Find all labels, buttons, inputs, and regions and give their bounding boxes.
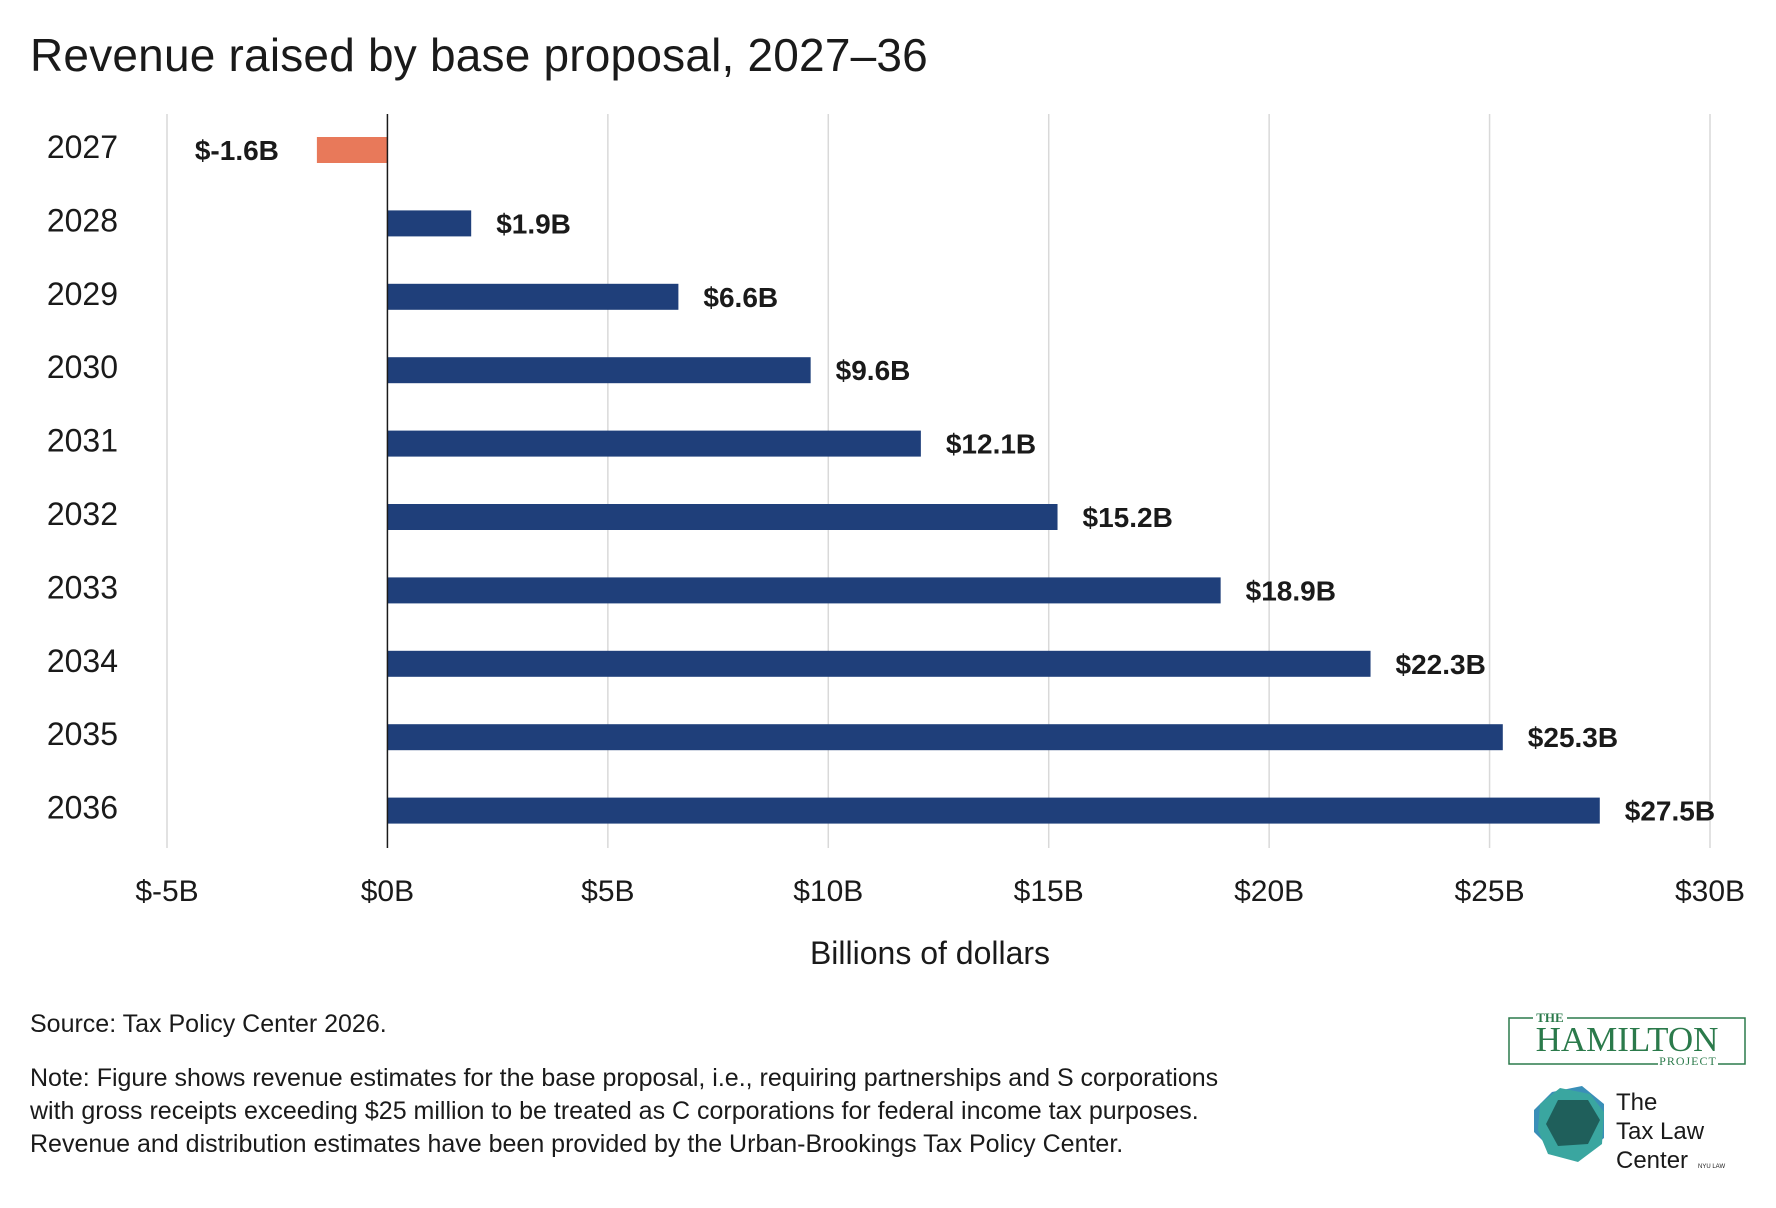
y-tick-label: 2031	[47, 423, 118, 459]
x-axis-label: Billions of dollars	[810, 935, 1050, 971]
x-tick-label: $-5B	[135, 875, 198, 908]
y-tick-label: 2029	[47, 276, 118, 312]
hamilton-logo-mask-top	[1533, 1010, 1567, 1024]
tlc-hexagon-front-icon	[1546, 1100, 1600, 1146]
bar	[387, 504, 1058, 530]
x-tick-label: $10B	[793, 875, 863, 908]
hamilton-logo-frame	[1508, 1017, 1746, 1065]
tlc-line-1: The	[1616, 1089, 1657, 1116]
y-tick-label: 2028	[47, 202, 118, 238]
data-label: $1.9B	[496, 208, 571, 239]
bar	[387, 724, 1503, 751]
x-tick-label: $15B	[1014, 875, 1084, 908]
hamilton-logo-mask-bottom	[1658, 1056, 1718, 1066]
note-line: Revenue and distribution estimates have …	[30, 1130, 1124, 1158]
labels: $-5B $0B $5B $10B $15B $20B $25B $30B 2027 $-1.6B…	[47, 129, 1745, 971]
data-label: $-1.6B	[195, 135, 279, 166]
x-tick-label: $0B	[361, 875, 414, 908]
bar	[387, 357, 811, 384]
note-line: with gross receipts exceeding $25 millio…	[30, 1097, 1199, 1125]
bar	[387, 430, 921, 457]
chart-title: Revenue raised by base proposal, 2027–36	[30, 29, 928, 81]
hamilton-logo-the: THE	[1536, 1010, 1563, 1025]
x-tick-label: $20B	[1234, 875, 1304, 908]
tlc-line-3: Center	[1616, 1147, 1688, 1174]
bar	[387, 650, 1371, 677]
bar	[387, 577, 1221, 604]
data-label: $27.5B	[1625, 796, 1715, 827]
note-line: Note: Figure shows revenue estimates for…	[30, 1064, 1219, 1092]
hamilton-project-logo: THE HAMILTON PROJECT	[1508, 1010, 1746, 1066]
bar	[387, 283, 679, 310]
tax-law-center-logo: The Tax Law Center NYU LAW	[1534, 1086, 1725, 1174]
data-label: $12.1B	[946, 429, 1036, 460]
y-tick-label: 2036	[47, 790, 118, 826]
x-tick-label: $25B	[1455, 875, 1525, 908]
y-tick-label: 2033	[47, 569, 118, 605]
y-tick-label: 2032	[47, 496, 118, 532]
bar	[316, 137, 388, 163]
y-tick-label: 2027	[47, 129, 118, 165]
data-label: $6.6B	[703, 282, 778, 313]
y-tick-label: 2030	[47, 349, 118, 385]
note-text: Note: Figure shows revenue estimates for…	[30, 1062, 1470, 1161]
hamilton-logo-main: HAMILTON	[1536, 1020, 1719, 1059]
data-label: $18.9B	[1246, 575, 1336, 606]
bar-chart: $-5B $0B $5B $10B $15B $20B $25B $30B 2027 $-1.6B…	[47, 114, 1745, 971]
tlc-nyu-badge: NYU LAW	[1698, 1164, 1725, 1170]
y-tick-label: 2035	[47, 716, 118, 752]
x-tick-label: $5B	[581, 875, 634, 908]
tlc-line-2: Tax Law	[1616, 1118, 1705, 1145]
source-text: Source: Tax Policy Center 2026.	[30, 1010, 387, 1038]
data-label: $9.6B	[836, 355, 911, 386]
bar	[387, 797, 1600, 824]
data-label: $15.2B	[1083, 502, 1173, 533]
bar	[387, 210, 472, 237]
data-label: $22.3B	[1396, 649, 1486, 680]
y-tick-label: 2034	[47, 643, 118, 679]
x-tick-label: $30B	[1675, 875, 1745, 908]
data-label: $25.3B	[1528, 722, 1618, 753]
hamilton-logo-project: PROJECT	[1659, 1054, 1717, 1066]
bars	[316, 137, 1600, 824]
